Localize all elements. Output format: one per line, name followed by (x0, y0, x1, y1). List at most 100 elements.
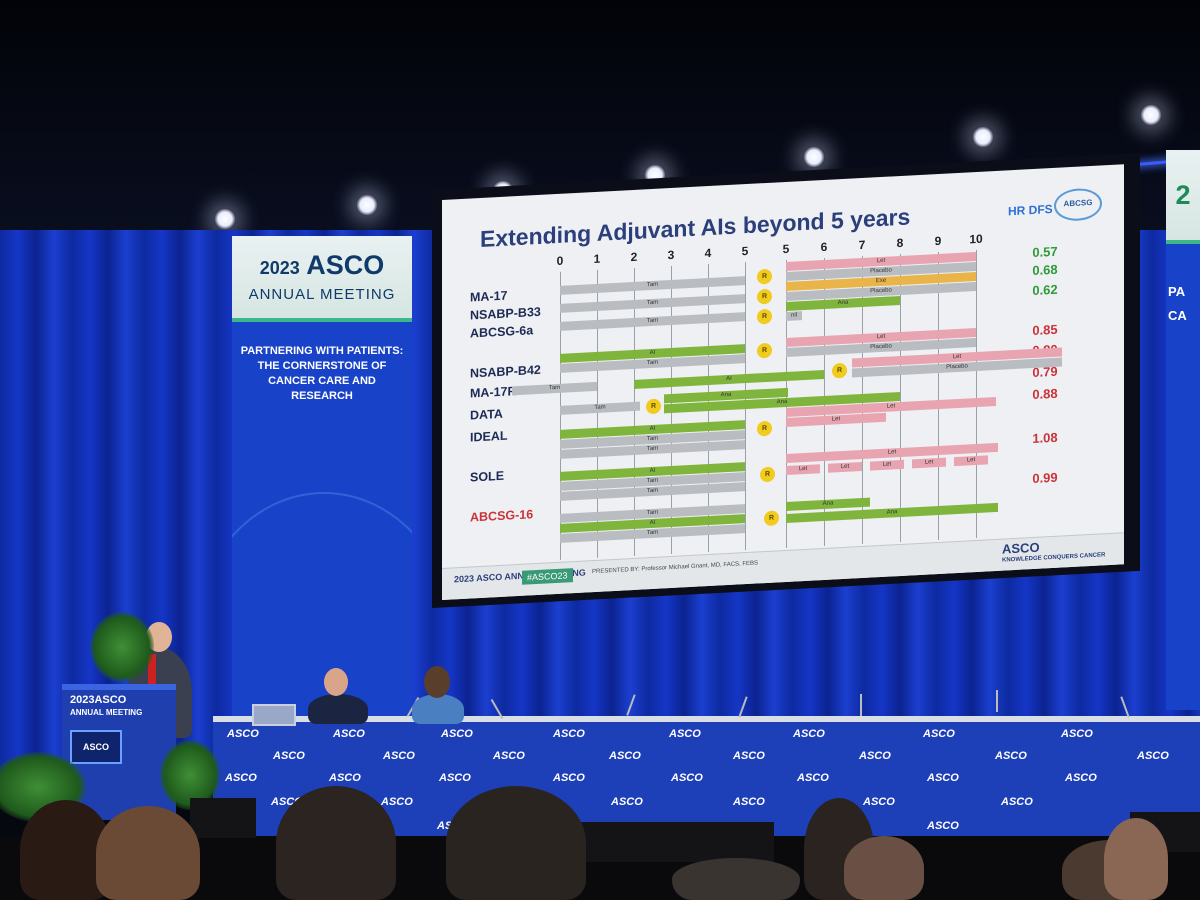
asco-banner-right: 2 PA CA (1166, 150, 1200, 710)
trial-name: SOLE (470, 468, 505, 485)
dais-logo: ASCO (923, 728, 955, 740)
footer-hashtag: #ASCO23 (522, 568, 573, 585)
hr-value: 0.68 (1032, 261, 1058, 279)
dais-logo: ASCO (333, 728, 365, 740)
dais-logo: ASCO (225, 772, 257, 784)
randomization-marker: R (757, 268, 772, 285)
trial-name-highlight: ABCSG-16 (470, 507, 534, 525)
dais-logo: ASCO (733, 796, 765, 808)
year-tick: 5 (782, 241, 790, 257)
therapy-bar: Tam (560, 276, 745, 295)
banner-meeting: ANNUAL MEETING (248, 286, 396, 303)
therapy-bar: Let (912, 457, 946, 469)
year-tick: 6 (820, 239, 828, 255)
speaker-tie (148, 654, 156, 688)
banner-right-line1: PA (1168, 284, 1186, 299)
dais-logo: ASCO (441, 728, 473, 740)
dais-logo: ASCO (493, 750, 525, 762)
therapy-bar: Let (954, 455, 988, 467)
trial-name: IDEAL (470, 428, 508, 445)
dais-logo: ASCO (669, 728, 701, 740)
dais-logo: ASCO (381, 796, 413, 808)
footer-presenter: PRESENTED BY: Professor Michael Gnant, M… (592, 560, 759, 576)
dais-logo: ASCO (383, 750, 415, 762)
therapy-bar: AI (634, 369, 824, 389)
stage-spotlight (356, 194, 378, 216)
podium-year: 2023 (70, 694, 95, 706)
podium-meeting: ANNUAL MEETING (70, 708, 143, 717)
audience-member (1104, 818, 1168, 900)
therapy-bar: Ana (786, 497, 870, 511)
hr-value: 0.85 (1032, 321, 1058, 339)
year-tick: 0 (556, 253, 564, 268)
podium: 2023ASCO ANNUAL MEETING ASCO (62, 684, 176, 820)
stage-monitor-speaker (190, 798, 256, 838)
dais-logo: ASCO (863, 796, 895, 808)
therapy-bar: Let (828, 461, 862, 473)
banner-year: 2023 (259, 258, 300, 278)
year-tick: 3 (667, 247, 675, 263)
hr-value: 1.08 (1032, 429, 1058, 447)
stage-monitor-speaker (560, 822, 774, 862)
audience-member (672, 858, 800, 900)
year-tick: 7 (858, 237, 866, 253)
dais-logo: ASCO (611, 796, 643, 808)
randomization-marker: R (832, 362, 847, 379)
podium-monitor: ASCO (70, 730, 122, 764)
therapy-bar: Tam (560, 312, 745, 331)
therapy-bar: Let (870, 459, 904, 471)
trial-name: MA-17 (470, 288, 508, 305)
dais-logo: ASCO (553, 772, 585, 784)
trial-name: DATA (470, 406, 503, 423)
stage-spotlight (972, 126, 994, 148)
dais-logo: ASCO (733, 750, 765, 762)
footer-asco-logo: ASCO (1002, 539, 1040, 557)
stage-spotlight (803, 146, 825, 168)
therapy-bar: Tam (560, 401, 640, 415)
dais-logo: ASCO (227, 728, 259, 740)
banner-header: 2023 ASCO ANNUAL MEETING (232, 236, 412, 322)
abcsg-logo: ABCSG (1054, 187, 1102, 222)
hr-value: 0.88 (1032, 385, 1058, 403)
dais-logo: ASCO (671, 772, 703, 784)
microphone (996, 690, 998, 712)
hr-value: 0.99 (1032, 469, 1058, 487)
stage-spotlight (214, 208, 236, 230)
year-tick: 10 (969, 231, 983, 247)
audience-member (844, 836, 924, 900)
randomization-marker: R (764, 510, 779, 527)
laptop (252, 704, 296, 726)
audience-member (446, 786, 586, 900)
randomization-marker: R (646, 398, 661, 415)
dais-logo: ASCO (273, 750, 305, 762)
trial-name: NSABP-B42 (470, 362, 541, 381)
year-tick: 5 (741, 243, 749, 259)
dais-logo: ASCO (1001, 796, 1033, 808)
hr-value: 0.57 (1032, 243, 1058, 261)
audience-member (276, 786, 396, 900)
panelist-woman (412, 694, 464, 724)
therapy-bar: Tam (560, 294, 745, 313)
dais-logo: ASCO (859, 750, 891, 762)
randomization-marker: R (757, 308, 772, 325)
stage-spotlight (1140, 104, 1162, 126)
year-tick: 8 (896, 235, 904, 251)
table-top (213, 716, 1200, 722)
dais-logo: ASCO (553, 728, 585, 740)
panel-table-skirt: ASCO ASCO ASCO ASCO ASCO ASCO ASCO ASCO … (213, 720, 1200, 840)
randomization-marker: R (757, 342, 772, 359)
panelist-woman-head (424, 666, 450, 698)
year-tick: 4 (704, 245, 712, 261)
hr-dfs-label: HR DFS (1008, 201, 1053, 219)
banner-swirl-graphic (232, 492, 412, 736)
therapy-bar: nil (786, 311, 802, 321)
therapy-bar: Tam (512, 381, 597, 396)
therapy-bar: Let (786, 464, 820, 475)
dais-logo: ASCO (797, 772, 829, 784)
banner-logo: 2023 ASCO (232, 250, 412, 281)
gridline (900, 253, 901, 542)
banner-right-header: 2 (1166, 150, 1200, 244)
dais-logo: ASCO (439, 772, 471, 784)
dais-logo: ASCO (329, 772, 361, 784)
slide-title: Extending Adjuvant AIs beyond 5 years (480, 203, 911, 253)
